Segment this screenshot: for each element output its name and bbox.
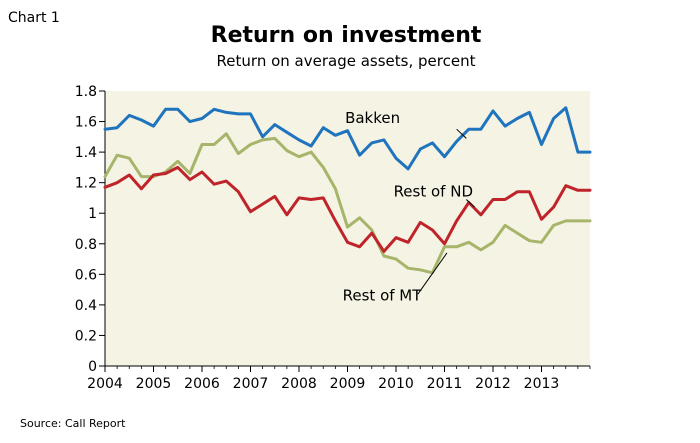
x-tick-label: 2010 [378, 376, 414, 392]
annotation-leader-rest-of-mt [417, 252, 448, 295]
series-line-rest-of-nd [103, 165, 592, 253]
x-tick-label: 2009 [330, 376, 366, 392]
series-annotations: Bakken Rest of ND Rest of MT [343, 109, 475, 304]
x-tick-label: 2007 [233, 376, 269, 392]
y-tick-label: 0.8 [75, 237, 97, 253]
y-tick-label: 0.4 [75, 298, 97, 314]
x-tick-label: 2012 [475, 376, 511, 392]
x-tick-label: 2008 [281, 376, 317, 392]
x-tick-label: 2005 [136, 376, 172, 392]
y-tick-label: 1 [88, 206, 97, 222]
series-line-rest-of-mt [103, 132, 592, 275]
annotation-leader-bakken [456, 128, 467, 139]
annotation-rest-of-mt: Rest of MT [343, 286, 423, 304]
y-tick-label: 0.2 [75, 328, 97, 344]
x-axis: 2004 2005 2006 2007 2008 2009 2010 2011 2012 2013 [87, 365, 591, 392]
annotation-rest-of-nd: Rest of ND [394, 182, 473, 200]
series-lines [103, 106, 592, 275]
annotation-bakken: Bakken [345, 109, 400, 127]
y-tick-label: 1.8 [75, 84, 97, 100]
y-tick-label: 1.2 [75, 176, 97, 192]
chart-subtitle: Return on average assets, percent [217, 52, 476, 70]
y-tick-label: 0 [88, 359, 97, 375]
y-axis: 0 0.2 0.4 0.6 0.8 1 1.2 1.4 1.6 1.8 [75, 84, 106, 375]
series-line-bakken [103, 106, 592, 171]
chart-title: Return on investment [211, 23, 482, 48]
x-tick-label: 2013 [524, 376, 560, 392]
y-tick-label: 1.6 [75, 115, 97, 131]
y-tick-label: 1.4 [75, 145, 97, 161]
x-tick-label: 2004 [87, 376, 123, 392]
source-note: Source: Call Report [20, 417, 126, 430]
y-tick-label: 0.6 [75, 267, 97, 283]
annotation-leader-rest-of-nd [465, 199, 475, 208]
x-tick-label: 2011 [427, 376, 463, 392]
chart-number: Chart 1 [8, 10, 60, 26]
x-tick-label: 2006 [184, 376, 220, 392]
